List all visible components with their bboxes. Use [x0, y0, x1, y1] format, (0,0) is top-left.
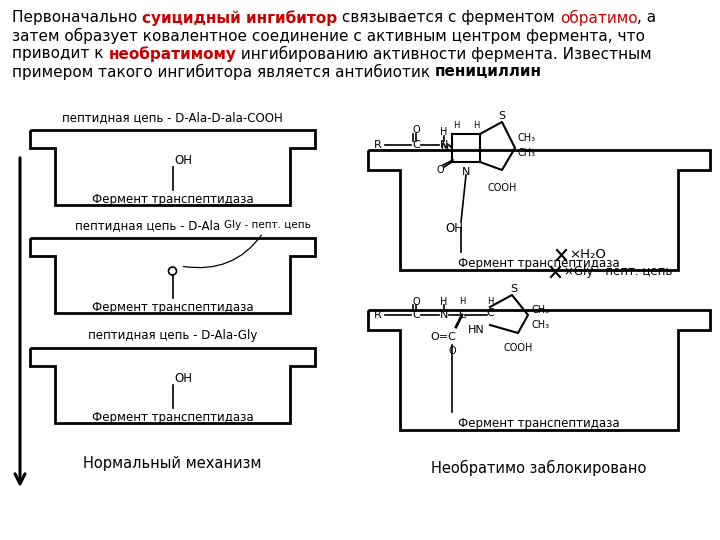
Text: R: R	[374, 140, 382, 150]
Text: OH: OH	[445, 221, 463, 234]
Text: S: S	[498, 111, 505, 121]
Text: H: H	[459, 298, 465, 307]
Text: CH₃: CH₃	[532, 305, 550, 315]
Text: O: O	[412, 125, 420, 135]
Text: OH: OH	[174, 153, 192, 166]
Text: N: N	[440, 140, 448, 150]
Text: необратимому: необратимому	[109, 46, 236, 62]
Text: C: C	[458, 310, 466, 320]
Text: C: C	[486, 308, 494, 318]
Text: CH₃: CH₃	[518, 148, 536, 158]
Text: C: C	[412, 140, 420, 150]
Text: OH: OH	[174, 372, 192, 384]
Text: CH₃: CH₃	[532, 320, 550, 330]
Text: N: N	[441, 143, 449, 153]
Text: связывается с ферментом: связывается с ферментом	[337, 10, 559, 25]
Text: H: H	[453, 122, 459, 131]
Text: HN: HN	[468, 325, 485, 335]
Text: ×H₂O: ×H₂O	[569, 248, 606, 261]
Text: пептидная цепь - D-Ala: пептидная цепь - D-Ala	[75, 219, 220, 232]
Text: Фермент транспептидаза: Фермент транспептидаза	[458, 417, 620, 430]
Text: Gly - пепт. цепь: Gly - пепт. цепь	[184, 220, 311, 268]
Text: примером такого ингибитора является антибиотик: примером такого ингибитора является анти…	[12, 64, 435, 80]
Text: O: O	[436, 165, 444, 175]
Text: O=C: O=C	[430, 332, 456, 342]
Text: N: N	[440, 310, 448, 320]
Text: пептидная цепь - D-Ala-Gly: пептидная цепь - D-Ala-Gly	[88, 329, 257, 342]
Text: , а: , а	[637, 10, 657, 25]
Text: ×Gly - пепт. цепь: ×Gly - пепт. цепь	[564, 266, 672, 279]
Text: O: O	[412, 297, 420, 307]
Text: ингибированию активности фермента. Известным: ингибированию активности фермента. Извес…	[236, 46, 652, 62]
Text: пептидная цепь - D-Ala-D-ala-COOH: пептидная цепь - D-Ala-D-ala-COOH	[62, 111, 283, 124]
Text: H: H	[441, 127, 448, 137]
Text: C: C	[412, 310, 420, 320]
Text: Необратимо заблокировано: Необратимо заблокировано	[431, 460, 647, 476]
Text: Фермент транспептидаза: Фермент транспептидаза	[91, 193, 253, 206]
Text: Первоначально: Первоначально	[12, 10, 142, 25]
Text: COOH: COOH	[503, 343, 533, 353]
Text: CH₃: CH₃	[518, 133, 536, 143]
Text: N: N	[462, 167, 470, 177]
Text: Фермент транспептидаза: Фермент транспептидаза	[91, 301, 253, 314]
Text: обратимо: обратимо	[559, 10, 637, 26]
Text: H: H	[473, 122, 480, 131]
Text: H: H	[487, 298, 493, 307]
Text: затем образует ковалентное соединение с активным центром фермента, что: затем образует ковалентное соединение с …	[12, 28, 645, 44]
Text: приводит к: приводит к	[12, 46, 109, 61]
Text: суицидный ингибитор: суицидный ингибитор	[142, 10, 337, 26]
Text: COOH: COOH	[487, 183, 517, 193]
Text: S: S	[510, 284, 518, 294]
Text: R: R	[374, 310, 382, 320]
Text: H: H	[441, 297, 448, 307]
Text: Нормальный механизм: Нормальный механизм	[84, 456, 262, 471]
Text: Фермент транспептидаза: Фермент транспептидаза	[458, 258, 620, 271]
Text: O: O	[448, 346, 456, 356]
Text: пенициллин: пенициллин	[435, 64, 542, 79]
Text: Фермент транспептидаза: Фермент транспептидаза	[91, 411, 253, 424]
